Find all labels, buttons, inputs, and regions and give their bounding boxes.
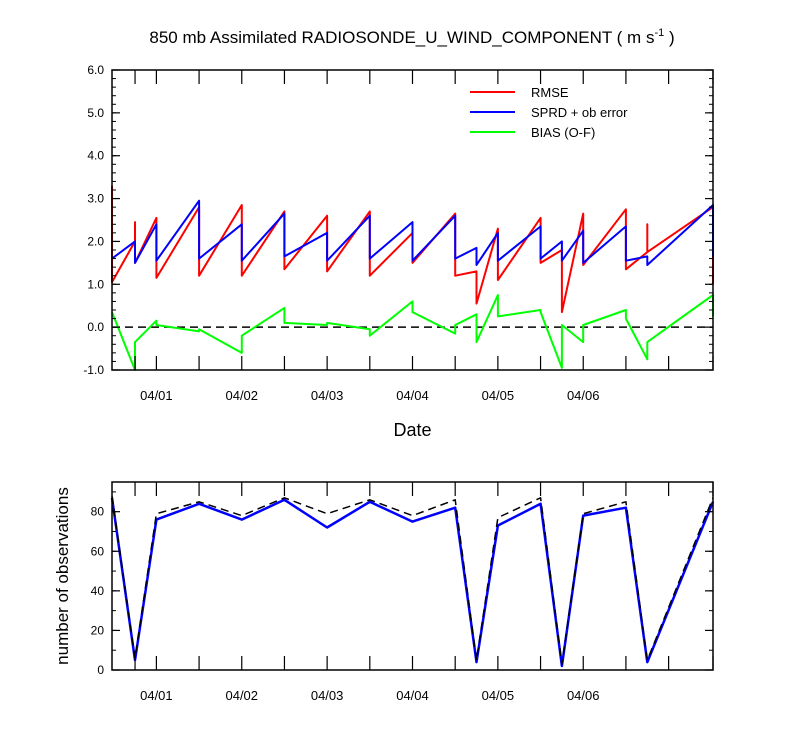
chart-title-close: ) <box>664 28 674 47</box>
observations-possible-line <box>111 495 714 665</box>
top-xtick-label: 04/06 <box>567 388 600 403</box>
legend-item-bias-label: BIAS (O-F) <box>531 125 595 140</box>
legend-item-rmse-label: RMSE <box>531 85 569 100</box>
bottom-y-axis: 0 20 40 60 80 <box>91 491 713 677</box>
top-ytick-label: 2.0 <box>87 234 104 248</box>
top-ytick-label: 4.0 <box>87 149 104 163</box>
legend-item-sprd-label: SPRD + ob error <box>531 105 628 120</box>
bottom-y-axis-label: number of observations <box>53 487 72 665</box>
chart-title-superscript: -1 <box>654 27 664 39</box>
bottom-ytick-label: 80 <box>91 505 105 519</box>
bottom-x-axis: 04/01 04/02 04/03 04/04 04/05 04/06 <box>134 482 714 703</box>
top-ytick-label: 3.0 <box>87 192 104 206</box>
bottom-xtick-label: 04/03 <box>311 688 344 703</box>
bottom-xtick-label: 04/01 <box>140 688 173 703</box>
bottom-ytick-label: 60 <box>91 544 105 558</box>
top-xtick-label: 04/03 <box>311 388 344 403</box>
bottom-ytick-label: 0 <box>97 663 104 677</box>
chart-title-main: 850 mb Assimilated RADIOSONDE_U_WIND_COM… <box>149 28 654 47</box>
bias-line <box>111 294 714 371</box>
top-x-axis: 04/01 04/02 04/03 04/04 04/05 04/06 <box>134 70 714 403</box>
chart-title: 850 mb Assimilated RADIOSONDE_U_WIND_COM… <box>149 27 674 47</box>
top-ytick-label: 5.0 <box>87 106 104 120</box>
top-ytick-label: -1.0 <box>83 363 104 377</box>
legend: RMSE SPRD + ob error BIAS (O-F) <box>470 85 628 140</box>
top-series-group <box>111 185 714 371</box>
top-y-axis: -1.0 0.0 1.0 2.0 3.0 4.0 5.0 6.0 <box>83 63 713 377</box>
top-x-axis-label: Date <box>393 420 431 440</box>
top-ytick-label: 6.0 <box>87 63 104 77</box>
bottom-plot-frame <box>111 481 714 671</box>
top-xtick-label: 04/02 <box>225 388 258 403</box>
bottom-series-group <box>110 495 715 668</box>
bottom-xtick-label: 04/02 <box>225 688 258 703</box>
bottom-panel: 0 20 40 60 80 04/01 04/02 04/03 04/04 04/05 04/06… <box>53 481 715 703</box>
top-xtick-label: 04/01 <box>140 388 173 403</box>
top-xtick-label: 04/05 <box>482 388 515 403</box>
bottom-ytick-label: 20 <box>91 623 105 637</box>
observations-used-line <box>110 497 715 668</box>
sprd-line <box>111 199 714 266</box>
bottom-xtick-label: 04/06 <box>567 688 600 703</box>
bottom-xtick-label: 04/04 <box>396 688 429 703</box>
bottom-ytick-label: 40 <box>91 584 105 598</box>
top-ytick-label: 1.0 <box>87 277 104 291</box>
bottom-xtick-label: 04/05 <box>482 688 515 703</box>
top-xtick-label: 04/04 <box>396 388 429 403</box>
top-panel: -1.00.01.02.03.04.05.06.0 04/01 04/02 04/0… <box>83 63 714 440</box>
top-ytick-label: 0.0 <box>87 320 104 334</box>
